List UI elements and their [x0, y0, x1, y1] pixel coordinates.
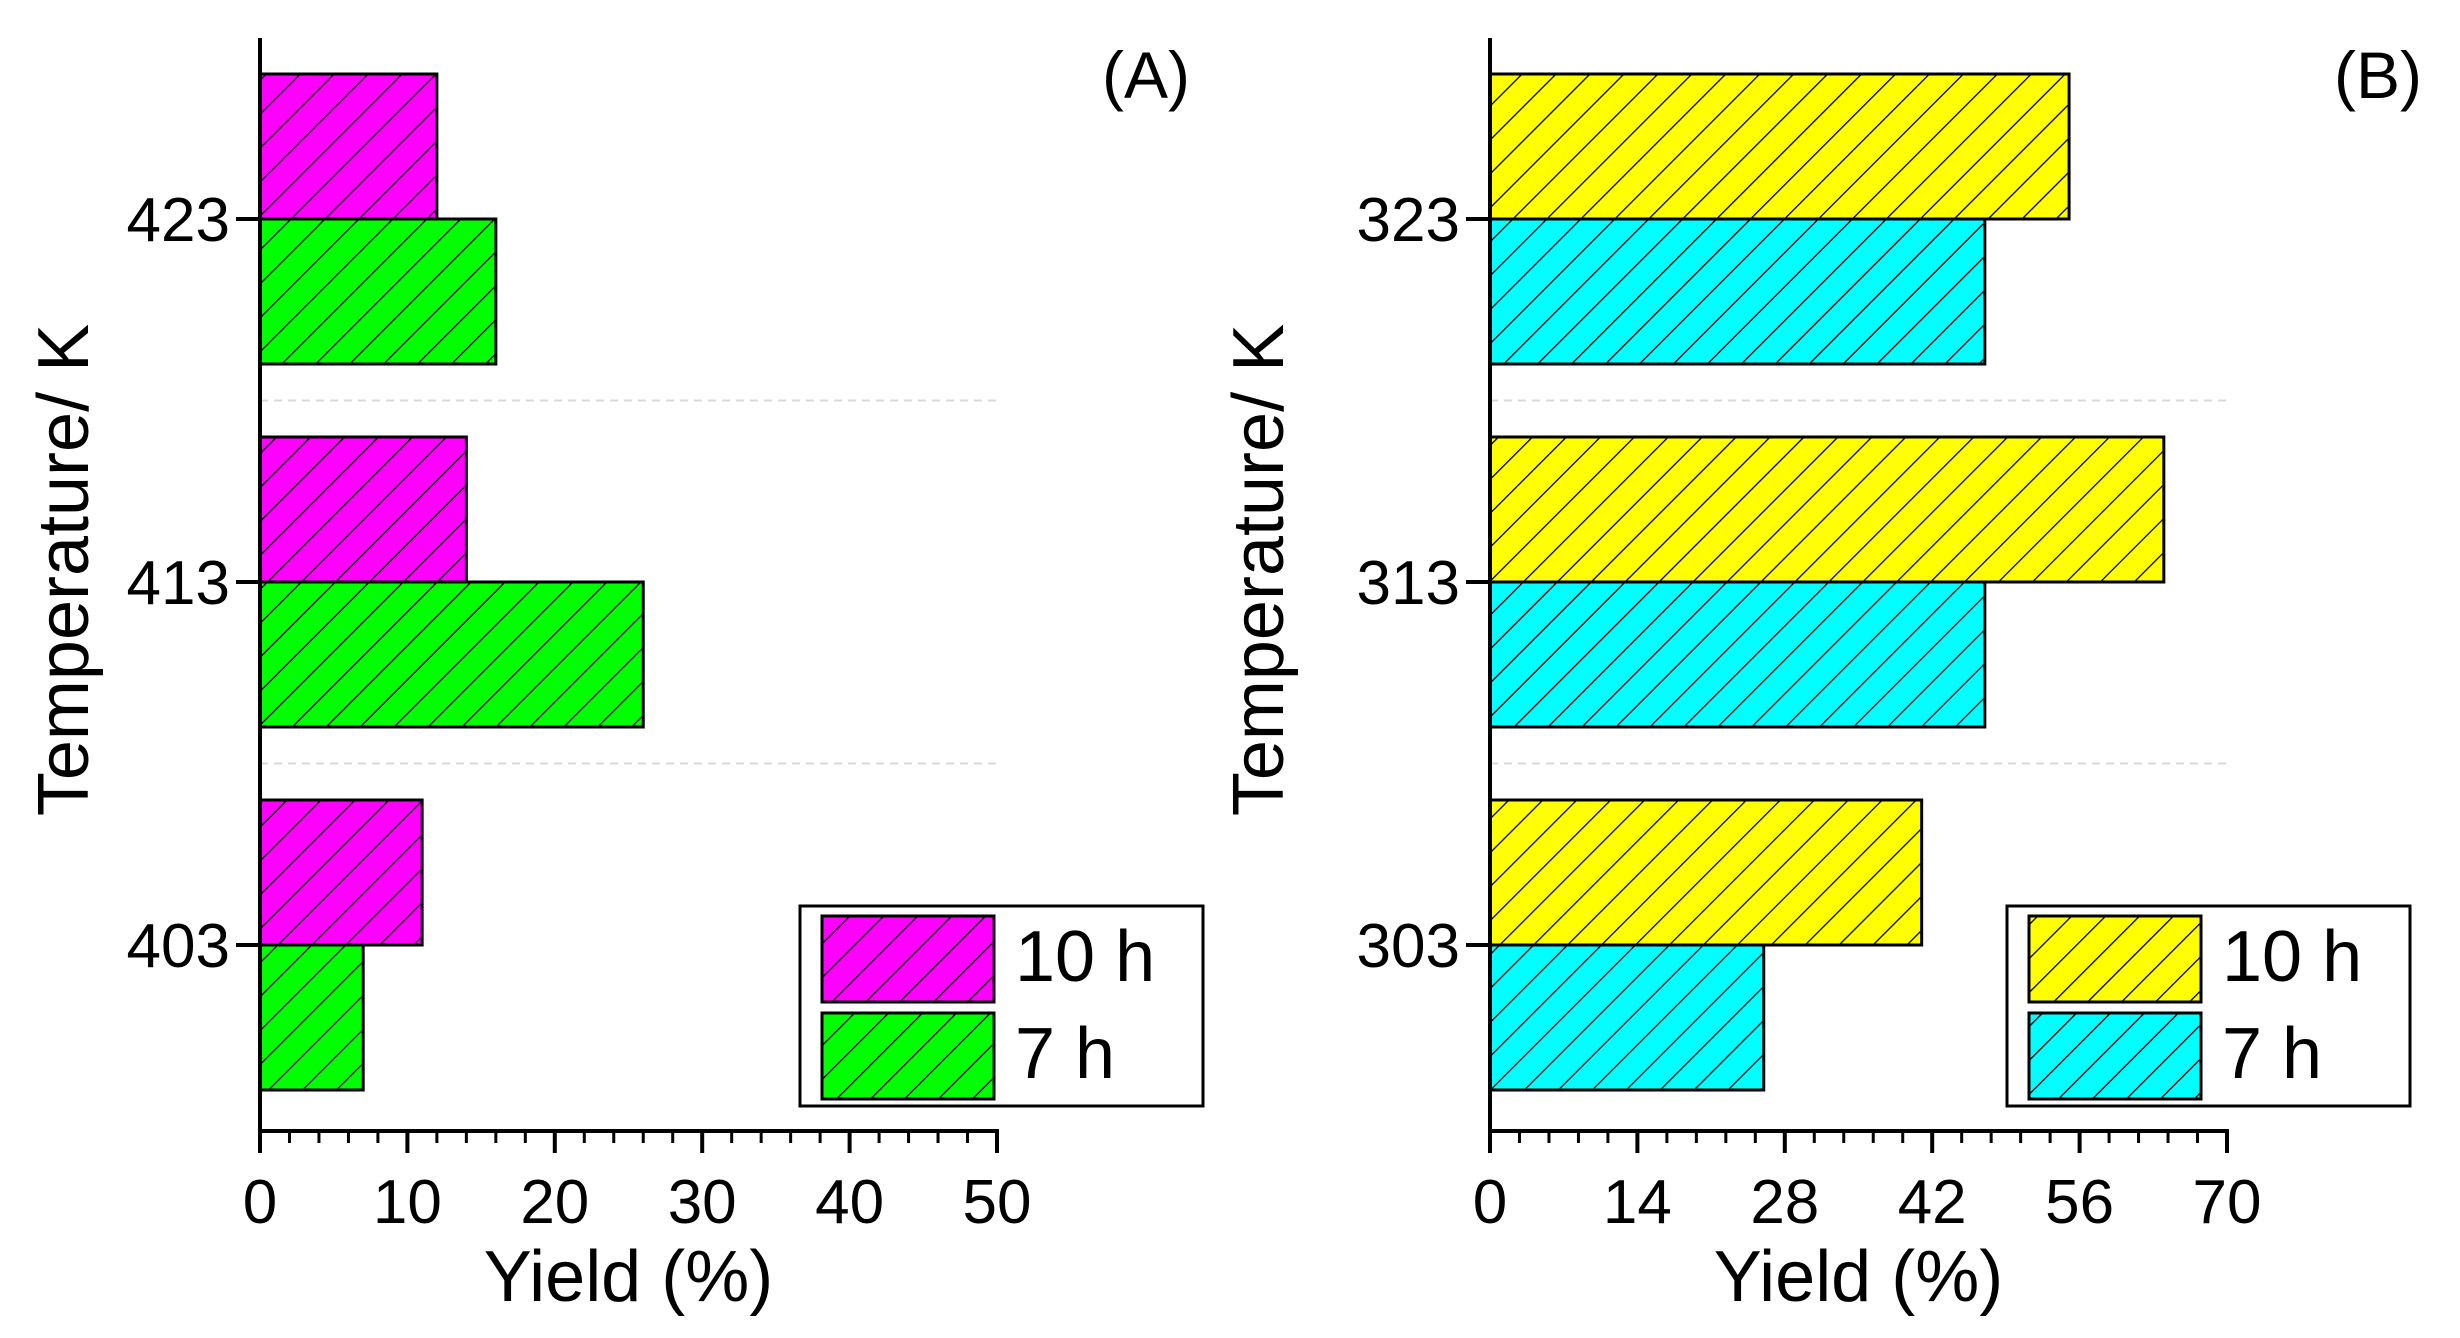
bar-7h-323-hatch [1488, 217, 1987, 366]
y-axis-title: Temperature/ K [24, 324, 104, 816]
bar-7h-423-hatch [258, 217, 498, 366]
x-tick-label-56: 56 [2045, 1168, 2114, 1237]
x-axis-title: Yield (%) [484, 1237, 773, 1317]
x-tick-label-40: 40 [815, 1168, 884, 1237]
x-tick-label-30: 30 [668, 1168, 737, 1237]
legend-label-10h: 10 h [2222, 917, 2362, 997]
bar-10h-423-hatch [258, 72, 439, 221]
legend-swatch-hatch [2027, 1011, 2203, 1101]
legend-label-7h: 7 h [2222, 1014, 2322, 1094]
y-tick-label-303: 303 [1357, 912, 1460, 981]
bar-10h-313-hatch [1488, 435, 2166, 584]
legend-label-7h: 7 h [1015, 1014, 1115, 1094]
y-tick-label-423: 423 [127, 186, 230, 255]
y-tick-label-403: 403 [127, 912, 230, 981]
panel-label: (B) [2334, 38, 2422, 112]
y-tick-label-413: 413 [127, 549, 230, 618]
x-tick-label-20: 20 [520, 1168, 589, 1237]
panel-label: (A) [1102, 38, 1190, 112]
bar-7h-413-hatch [258, 580, 645, 729]
x-tick-label-28: 28 [1750, 1168, 1819, 1237]
bar-10h-403-hatch [258, 798, 424, 947]
bar-7h-313-hatch [1488, 580, 1987, 729]
x-tick-label-14: 14 [1603, 1168, 1672, 1237]
panel-b-chart: 303 313 323 0 14 28 42 56 70 Yield (%) Temperature… [1219, 38, 2422, 1317]
x-tick-label-50: 50 [963, 1168, 1032, 1237]
y-axis-title: Temperature/ K [1219, 324, 1299, 816]
legend-swatch-hatch [2027, 914, 2203, 1004]
x-tick-label-70: 70 [2193, 1168, 2262, 1237]
y-tick-label-313: 313 [1357, 549, 1460, 618]
legend-swatch-hatch [820, 914, 996, 1004]
x-tick-label-0: 0 [243, 1168, 277, 1237]
x-tick-label-42: 42 [1898, 1168, 1967, 1237]
x-axis-title: Yield (%) [1714, 1237, 2003, 1317]
bar-10h-323-hatch [1488, 72, 2071, 221]
bar-10h-303-hatch [1488, 798, 1924, 947]
panel-a-chart: 403 413 423 0 10 20 30 40 50 Yield (%) Temperature… [24, 38, 1205, 1317]
x-tick-label-0: 0 [1473, 1168, 1507, 1237]
legend-swatch-hatch [820, 1011, 996, 1101]
bar-10h-413-hatch [258, 435, 468, 584]
legend-label-10h: 10 h [1015, 917, 1155, 997]
x-tick-label-10: 10 [373, 1168, 442, 1237]
bar-7h-403-hatch [258, 943, 365, 1092]
y-tick-label-323: 323 [1357, 186, 1460, 255]
bar-7h-303-hatch [1488, 943, 1766, 1092]
